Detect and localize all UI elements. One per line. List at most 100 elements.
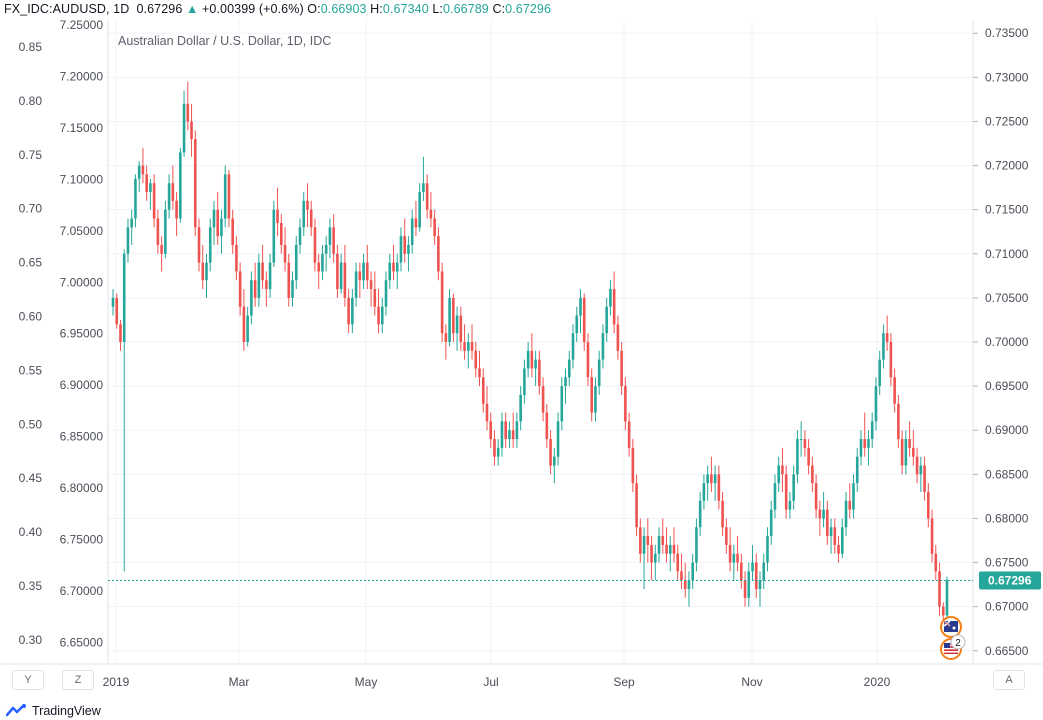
candle-body: [560, 386, 564, 422]
symbol-label[interactable]: FX_IDC:AUDUSD, 1D: [4, 2, 130, 16]
candle-body: [627, 421, 631, 448]
inner-left-tick-label: 6.70000: [60, 584, 104, 598]
candle-body: [313, 227, 317, 263]
candle-body: [571, 333, 575, 360]
candle-body: [309, 209, 313, 228]
low-label: L:: [432, 2, 443, 16]
zoom-reset-button[interactable]: Z: [62, 670, 94, 690]
candle-body: [713, 474, 717, 484]
candle-body: [579, 297, 582, 316]
last-price-badge-label: 0.67296: [988, 574, 1032, 588]
candle-body: [111, 297, 115, 307]
flag-au-icon[interactable]: [940, 616, 962, 638]
candle-body: [897, 403, 900, 440]
candle-body: [941, 606, 945, 616]
candle-body: [668, 544, 672, 554]
candle-body: [934, 553, 938, 572]
inner-left-tick-label: 7.05000: [60, 224, 104, 238]
candle-body: [826, 509, 829, 537]
candle-body: [339, 262, 343, 290]
candle-body: [268, 262, 272, 290]
candle-body: [889, 342, 893, 378]
candle-body: [556, 421, 560, 457]
candle-body: [624, 386, 627, 422]
price-axis[interactable]: 0.73500 0.73000 0.72500 0.72000 0.71500 0.710…: [973, 26, 1029, 658]
event-count-badge[interactable]: [950, 634, 966, 650]
price-tick-label: 0.67500: [985, 556, 1029, 570]
candle-body: [642, 536, 646, 554]
candle-body: [945, 580, 949, 616]
candle-body: [702, 483, 706, 501]
candle-body: [927, 491, 930, 519]
candle-body: [867, 439, 870, 448]
candle-body: [519, 394, 522, 422]
candle-body: [444, 333, 448, 342]
candle-body: [530, 350, 534, 369]
candle-body: [665, 544, 668, 554]
candle-body: [908, 439, 911, 448]
close-label: C:: [492, 2, 506, 16]
candle-body: [324, 244, 328, 254]
time-axis[interactable]: 2019 Mar May Jul Sep Nov 2020: [103, 675, 891, 689]
candle-body: [463, 342, 466, 351]
candle-body: [848, 500, 852, 510]
price-chart[interactable]: 0.85 0.80 0.75 0.70 0.65 0.60 0.55 0.50 0.45 0.40…: [0, 0, 1043, 700]
candle-body: [721, 500, 724, 528]
candle-body: [351, 297, 354, 325]
footer-brand[interactable]: TradingView: [6, 702, 101, 720]
candle-body: [594, 386, 597, 413]
candle-body: [523, 368, 526, 395]
open-value: 0.66903: [320, 2, 367, 16]
candle-body: [145, 174, 148, 193]
candle-body: [515, 421, 519, 440]
candle-body: [646, 536, 650, 545]
candle-body: [912, 447, 915, 457]
time-tick-label: Mar: [229, 675, 250, 689]
candle-body: [773, 483, 777, 510]
candle-body: [141, 165, 145, 175]
candle-body: [422, 183, 425, 193]
candle-body: [814, 483, 818, 510]
candle-body: [526, 350, 530, 369]
candle-body: [762, 562, 766, 581]
candle-body: [534, 359, 537, 369]
candle-body: [283, 244, 287, 263]
candle-body: [747, 571, 751, 598]
inner-left-axis[interactable]: 7.25000 7.20000 7.15000 7.10000 7.05000 7.000…: [60, 18, 104, 649]
candle-body: [788, 500, 792, 510]
inner-left-tick-label: 6.95000: [60, 327, 104, 341]
candle-body: [212, 209, 216, 228]
candle-body: [698, 500, 702, 528]
candle-body: [171, 183, 175, 201]
price-tick-label: 0.68500: [985, 467, 1029, 481]
candle-body: [478, 368, 481, 378]
y-axis-mode-button[interactable]: Y: [12, 670, 44, 690]
candle-body: [418, 192, 421, 228]
outer-left-axis[interactable]: 0.85 0.80 0.75 0.70 0.65 0.60 0.55 0.50 0.45 0.40…: [19, 40, 43, 647]
candle-body: [175, 200, 178, 219]
candle-body: [807, 447, 810, 466]
price-tick-label: 0.72500: [985, 114, 1029, 128]
price-tick-label: 0.67000: [985, 600, 1029, 614]
candle-body: [354, 271, 358, 298]
candle-body: [466, 342, 470, 351]
candle-body: [639, 527, 642, 554]
candle-body: [250, 280, 253, 316]
candle-body: [590, 377, 594, 413]
candle-body: [392, 262, 395, 272]
candle-body: [728, 544, 732, 563]
candle-body: [620, 350, 623, 387]
candle-body: [156, 218, 160, 245]
candle-body: [504, 421, 507, 440]
candle-body: [201, 262, 205, 281]
grid-lines: [108, 20, 973, 664]
high-value: 0.67340: [382, 2, 429, 16]
candle-body: [564, 377, 567, 387]
candle-body: [811, 465, 814, 484]
time-tick-label: 2020: [864, 675, 891, 689]
auto-scale-button[interactable]: A: [993, 670, 1025, 690]
candle-body: [863, 439, 867, 448]
candle-body: [152, 183, 156, 219]
candle-body: [366, 262, 369, 281]
candle-body: [193, 139, 197, 228]
